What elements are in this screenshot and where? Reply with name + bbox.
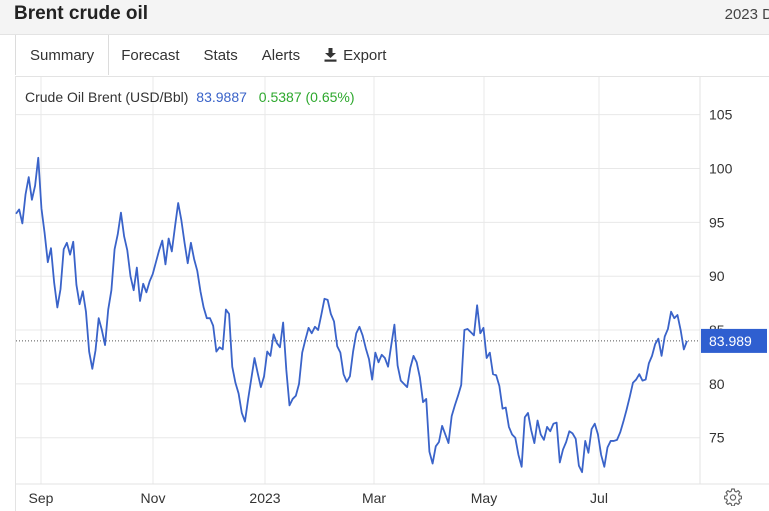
tab-export[interactable]: Export [312,35,398,75]
tab-forecast-label: Forecast [121,46,180,64]
tab-alerts[interactable]: Alerts [250,35,312,75]
price-change: 0.5387 (0.65%) [258,89,355,105]
tab-stats[interactable]: Stats [192,35,250,75]
x-tick-label: 2023 [249,490,280,506]
x-axis: Sep Nov 2023 Mar May Jul [29,490,608,506]
x-tick-label: Sep [29,490,54,506]
price-tag: 83.989 [701,328,767,353]
chart-legend: Crude Oil Brent (USD/Bbl) 83.9887 0.5387… [25,89,355,105]
date-fragment: 2023 D [724,6,769,23]
download-icon [324,48,337,62]
x-tick-label: May [471,490,497,506]
tab-stats-label: Stats [203,46,238,64]
x-tick-label: Nov [141,490,166,506]
grid-layer [16,77,769,485]
y-tick-label: 100 [709,161,733,177]
last-value: 83.9887 [196,89,247,105]
header-bar: Brent crude oil 2023 D [0,0,769,35]
series-name: Crude Oil Brent (USD/Bbl) [25,89,189,105]
page-title: Brent crude oil [14,3,149,24]
y-tick-label: 75 [709,430,725,446]
tab-summary-label: Summary [30,46,95,64]
x-tick-label: Jul [590,490,608,506]
chart-frame [15,76,769,511]
y-tick-label: 95 [709,214,725,230]
tab-bar: Summary Forecast Stats Alerts Export [15,35,398,75]
gear-icon[interactable] [724,488,742,506]
tab-forecast[interactable]: Forecast [109,35,191,75]
y-axis: 1051009590858075 [709,107,733,446]
y-tick-label: 80 [709,376,725,392]
x-tick-label: Mar [362,490,386,506]
price-tag-value: 83.989 [709,333,752,349]
series-line-crude-oil-brent [15,156,688,474]
tab-summary[interactable]: Summary [15,35,110,75]
y-tick-label: 105 [709,107,733,123]
tab-export-label: Export [343,46,387,64]
tab-alerts-label: Alerts [261,46,301,64]
price-tag-box [701,328,767,353]
y-tick-label: 90 [709,268,725,284]
